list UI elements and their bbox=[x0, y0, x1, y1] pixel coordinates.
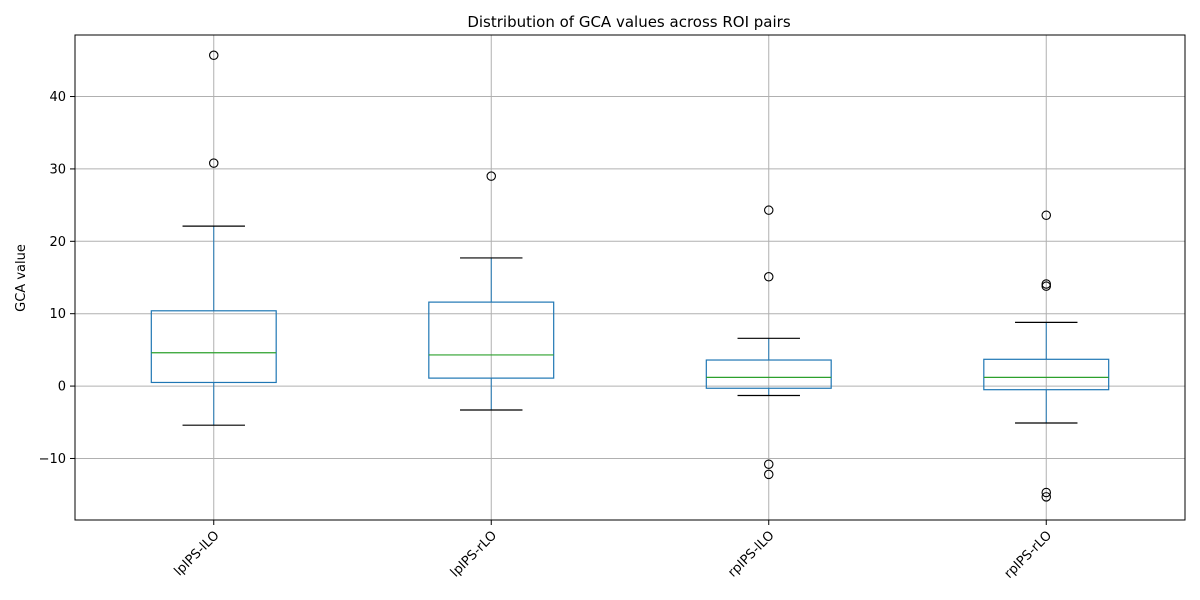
outlier-point bbox=[1041, 281, 1052, 291]
y-tick-label: 20 bbox=[49, 235, 66, 250]
x-tick-label: lpIPS-rLO bbox=[448, 528, 500, 580]
boxes-layer bbox=[150, 50, 1110, 502]
iqr-box bbox=[150, 310, 277, 384]
outlier-point bbox=[209, 50, 219, 61]
x-tick-label: lpIPS-lLO bbox=[172, 528, 223, 579]
chart-title: Distribution of GCA values across ROI pa… bbox=[467, 13, 791, 31]
x-tick-label: rpIPS-rLO bbox=[1002, 528, 1055, 581]
outlier-point bbox=[1041, 210, 1052, 220]
y-tick-label: 10 bbox=[49, 307, 66, 322]
x-tick-label: rpIPS-lLO bbox=[725, 528, 777, 580]
axis-layer: −10 0 10 20 30 40 lpIPS-lLO lpIPS-rLO rpIPS-lLO r… bbox=[39, 90, 1056, 582]
outlier-point bbox=[1041, 487, 1052, 498]
y-axis-label: GCA value bbox=[14, 244, 29, 312]
y-tick-label: 30 bbox=[49, 162, 66, 177]
outlier-point bbox=[763, 272, 774, 282]
iqr-box bbox=[428, 301, 555, 379]
y-tick-label: 0 bbox=[58, 380, 66, 395]
grid-layer bbox=[75, 35, 1185, 520]
y-tick-label: 40 bbox=[49, 90, 66, 105]
outlier-point bbox=[1041, 492, 1052, 502]
y-tick-label: −10 bbox=[39, 452, 66, 467]
outlier-point bbox=[763, 205, 774, 215]
outlier-point bbox=[763, 459, 774, 470]
outlier-point bbox=[763, 469, 774, 480]
outlier-point bbox=[486, 171, 496, 181]
outlier-point bbox=[209, 158, 219, 168]
iqr-box bbox=[983, 358, 1110, 391]
iqr-box bbox=[705, 359, 832, 389]
plot-frame bbox=[74, 34, 1186, 521]
